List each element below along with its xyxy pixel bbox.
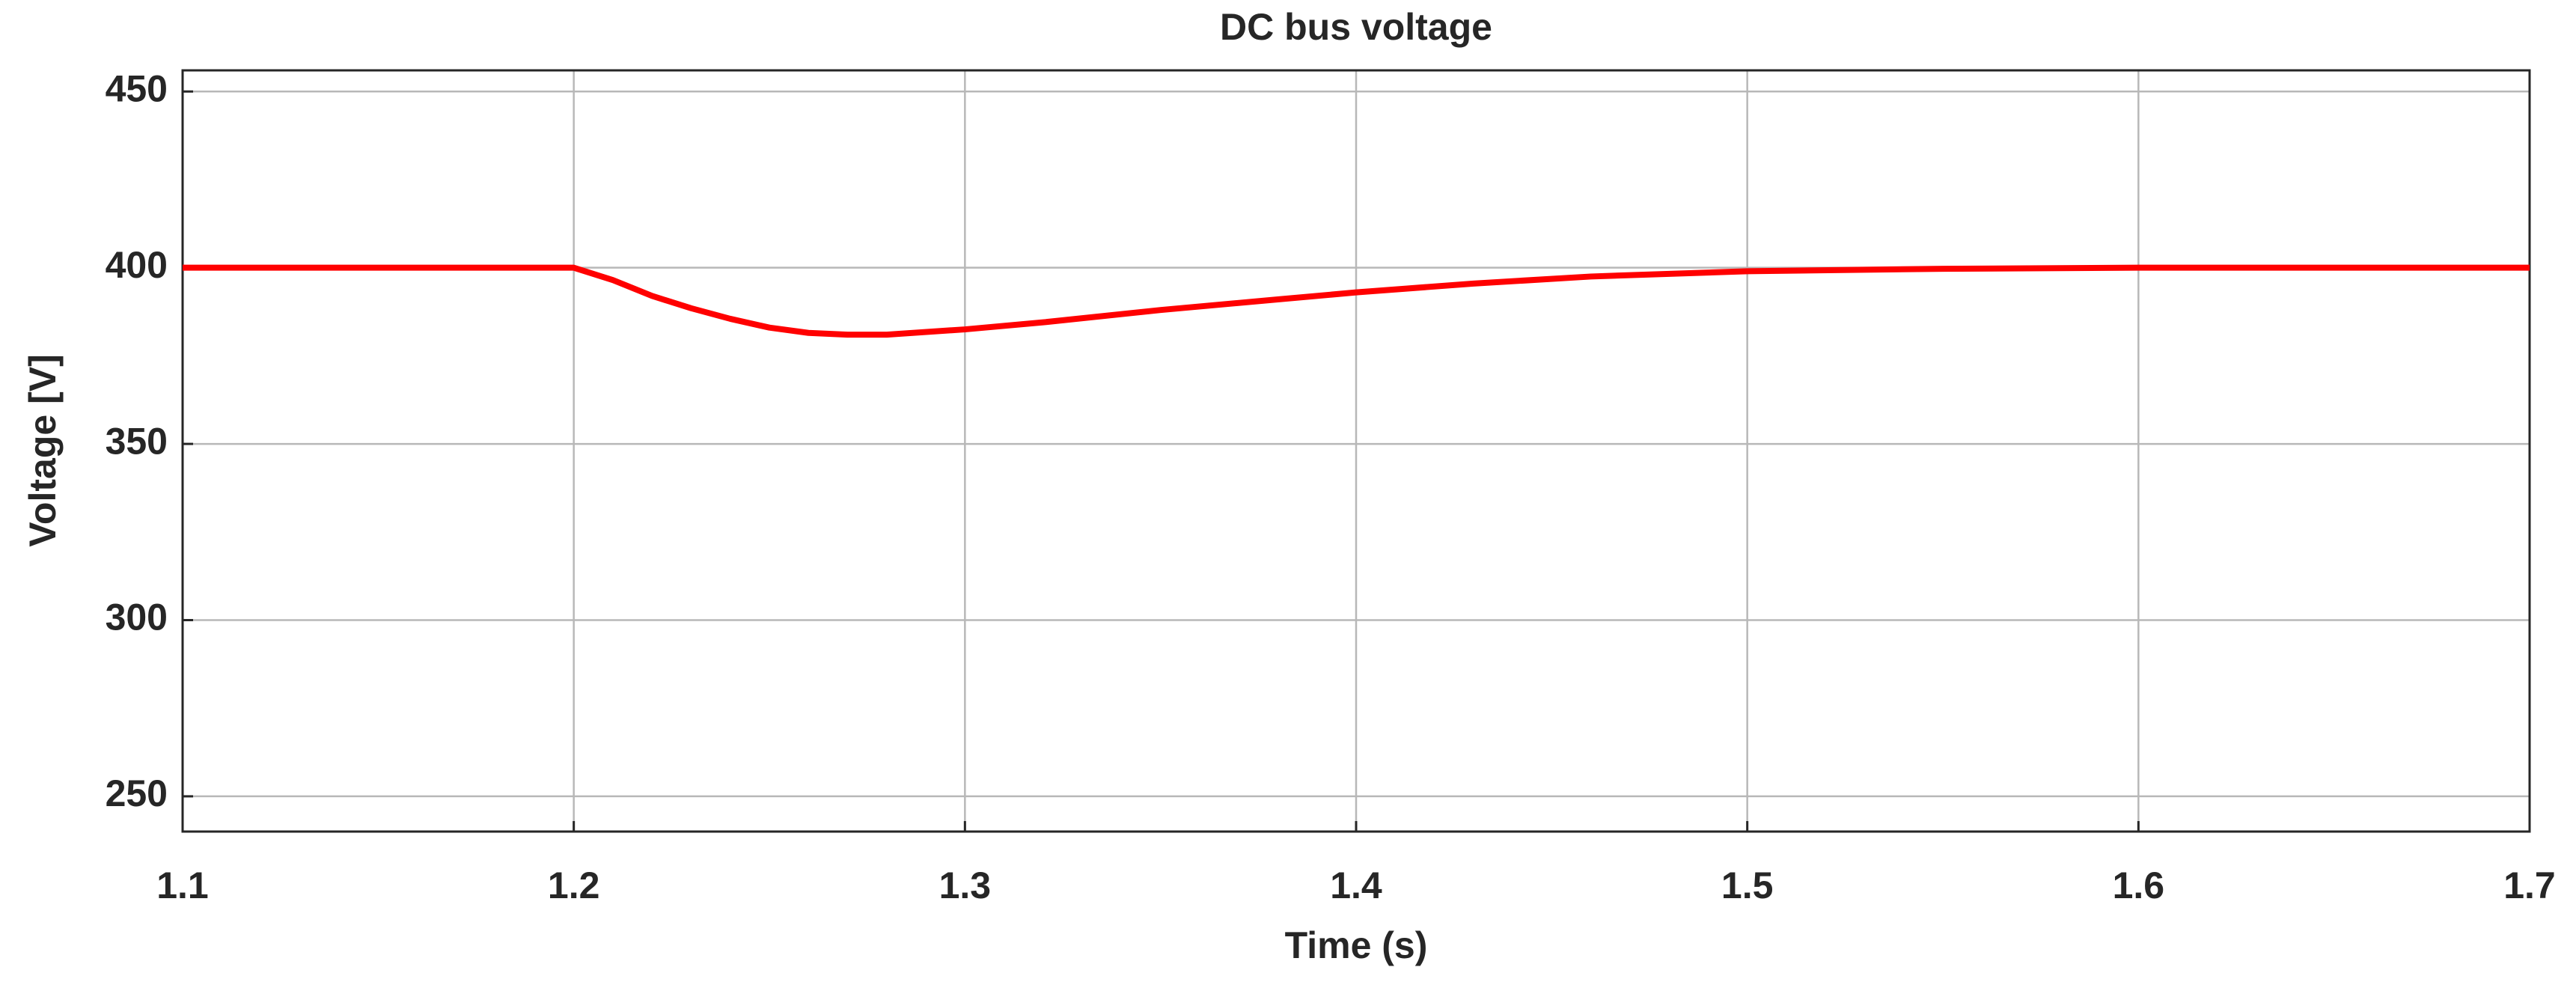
x-tick-label: 1.1 — [156, 864, 209, 906]
x-tick-label: 1.5 — [1721, 864, 1774, 906]
plot-frame — [181, 69, 2531, 833]
y-tick-label: 400 — [106, 244, 168, 286]
data-line — [183, 264, 2530, 338]
x-tick-label: 1.4 — [1330, 864, 1382, 906]
y-tick-label: 300 — [106, 597, 168, 638]
y-axis-label: Voltage [V] — [22, 354, 64, 546]
y-tick-label: 350 — [106, 420, 168, 462]
chart-title: DC bus voltage — [1220, 6, 1492, 48]
x-axis-label: Time (s) — [1285, 924, 1428, 966]
y-tick-label: 250 — [106, 772, 168, 814]
y-tick-label: 450 — [106, 67, 168, 109]
x-tick-label: 1.3 — [939, 864, 992, 906]
x-tick-label: 1.7 — [2503, 864, 2556, 906]
x-tick-label: 1.6 — [2113, 864, 2165, 906]
x-tick-label: 1.2 — [548, 864, 600, 906]
